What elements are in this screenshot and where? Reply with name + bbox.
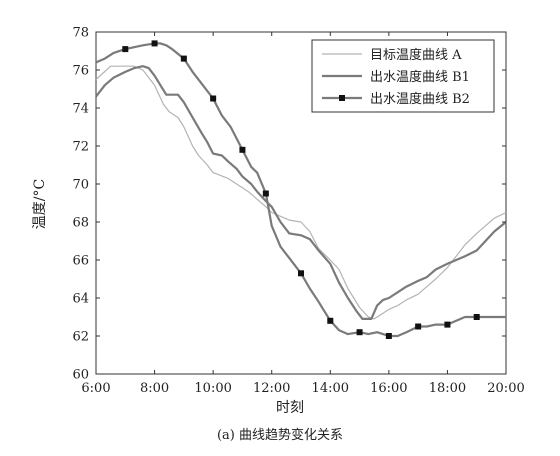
y-tick-label: 72 (72, 140, 89, 155)
series-marker (262, 190, 269, 197)
series-marker (385, 333, 392, 339)
y-tick-label: 60 (72, 368, 89, 383)
series-line-1 (95, 65, 507, 320)
y-tick-label: 64 (72, 292, 89, 307)
legend: 目标温度曲线 A 出水温度曲线 B1 出水温度曲线 B2 (311, 39, 495, 113)
series-line-2 (95, 65, 507, 320)
x-tick-label: 18:00 (429, 381, 466, 396)
x-tick-label: 16:00 (370, 381, 407, 396)
series-marker (210, 95, 217, 102)
legend-label: 目标温度曲线 A (370, 47, 462, 63)
series-marker (415, 323, 422, 330)
series-marker (180, 55, 187, 62)
y-tick-label: 78 (72, 26, 89, 41)
legend-marker (339, 95, 345, 101)
series-line-3 (95, 42, 506, 338)
series-marker (473, 314, 480, 320)
y-tick-label: 66 (72, 254, 89, 269)
x-tick-label: 10:00 (194, 381, 231, 396)
series-marker (356, 329, 363, 336)
x-tick-label: 14:00 (312, 381, 349, 396)
plot-frame (95, 31, 507, 375)
x-tick-label: 12:00 (253, 381, 290, 396)
chart-canvas: 6:00 8:00 10:00 12:00 14:00 16:00 18:00 20:00 60… (32, 26, 525, 417)
legend-label: 出水温度曲线 B2 (370, 91, 470, 107)
y-tick-label: 74 (72, 102, 89, 117)
series-marker (444, 321, 451, 328)
series-marker (298, 270, 304, 277)
y-axis-label: 温度/°C (32, 179, 48, 229)
x-tick-label: 6:00 (81, 381, 110, 396)
series-marker (151, 40, 158, 47)
y-tick-label: 70 (72, 178, 89, 193)
series-marker (327, 317, 334, 324)
series-marker (239, 146, 246, 153)
figure-caption: (a) 曲线趋势变化关系 (216, 428, 344, 443)
y-tick-label: 76 (72, 64, 89, 79)
y-tick-label: 68 (72, 216, 89, 231)
y-tick-label: 62 (72, 330, 89, 345)
series-marker (122, 46, 129, 53)
legend-label: 出水温度曲线 B1 (370, 69, 470, 85)
x-tick-label: 8:00 (140, 381, 169, 396)
x-tick-label: 20:00 (487, 381, 524, 396)
x-axis-label: 时刻 (276, 400, 304, 416)
